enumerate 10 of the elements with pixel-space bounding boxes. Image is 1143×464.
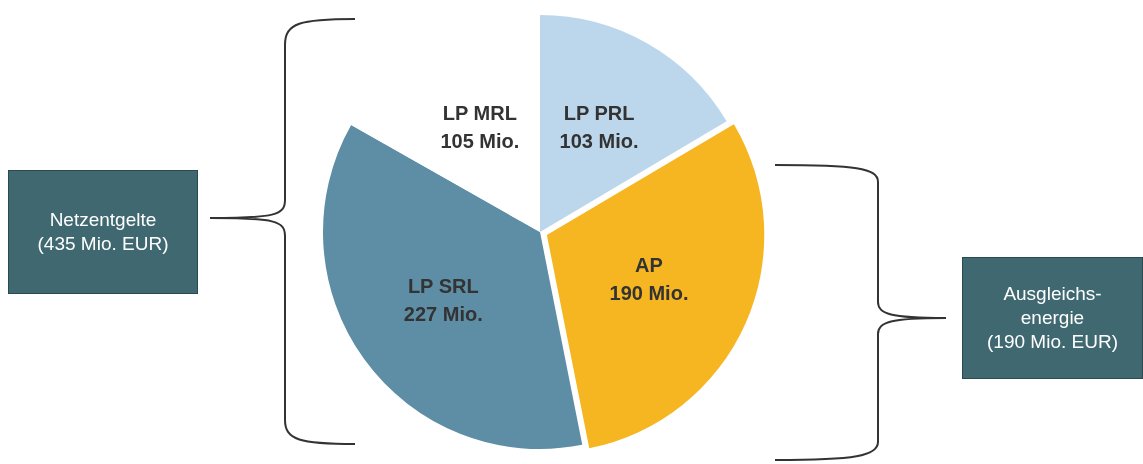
data-label: 103 Mio. [559,129,639,152]
slice-label: LP PRL [563,101,635,124]
text: Netzentgelte (435 Mio. EUR) [8,170,198,294]
slice-label: LP MRL [442,102,517,125]
data-label: 190 Mio. [609,282,689,305]
data-label: 227 Mio. [403,303,483,326]
slice-label: LP SRL [407,275,479,298]
slice-label: AP [635,254,663,277]
text: Ausgleichs- energie (190 Mio. EUR) [962,257,1143,379]
data-label: 105 Mio. [440,130,520,153]
